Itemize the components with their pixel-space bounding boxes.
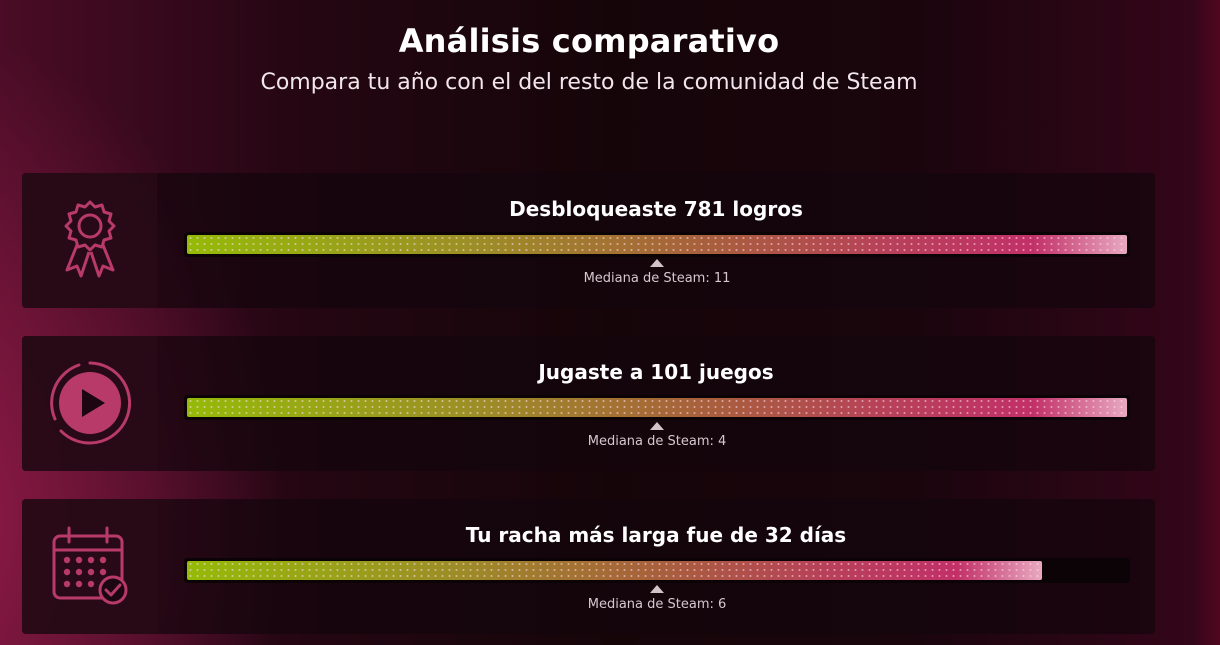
stat-label: Jugaste a 101 juegos [538,360,774,384]
award-ribbon-icon [64,200,116,278]
stat-icon-box [22,499,157,634]
page-subtitle: Compara tu año con el del resto de la co… [260,70,918,95]
stat-icon-box [22,173,157,308]
stat-label: Desbloqueaste 781 logros [509,197,803,221]
comparison-bar-fill [187,398,1127,417]
comparison-bar-track [184,232,1130,257]
comparison-bar-fill [187,561,1042,580]
median-marker [650,422,664,430]
median-marker [650,259,664,267]
median-label: Mediana de Steam: 6 [587,597,727,612]
stat-label: Tu racha más larga fue de 32 días [465,523,847,547]
calendar-check-icon [52,526,128,605]
comparison-bar-track [184,395,1130,420]
comparison-bar-track [184,558,1130,583]
median-label: Mediana de Steam: 11 [583,271,731,286]
stat-card-games: Jugaste a 101 juegos Mediana de Steam: 4 [22,336,1155,471]
play-circle-icon [50,361,131,445]
background-edge [1192,0,1220,645]
stat-card-achievements: Desbloqueaste 781 logros Mediana de Stea… [22,173,1155,308]
stat-icon-box [22,336,157,471]
median-label: Mediana de Steam: 4 [587,434,727,449]
page-title: Análisis comparativo [398,22,780,60]
median-marker [650,585,664,593]
comparison-bar-fill [187,235,1127,254]
stat-card-streak: Tu racha más larga fue de 32 días Median… [22,499,1155,634]
